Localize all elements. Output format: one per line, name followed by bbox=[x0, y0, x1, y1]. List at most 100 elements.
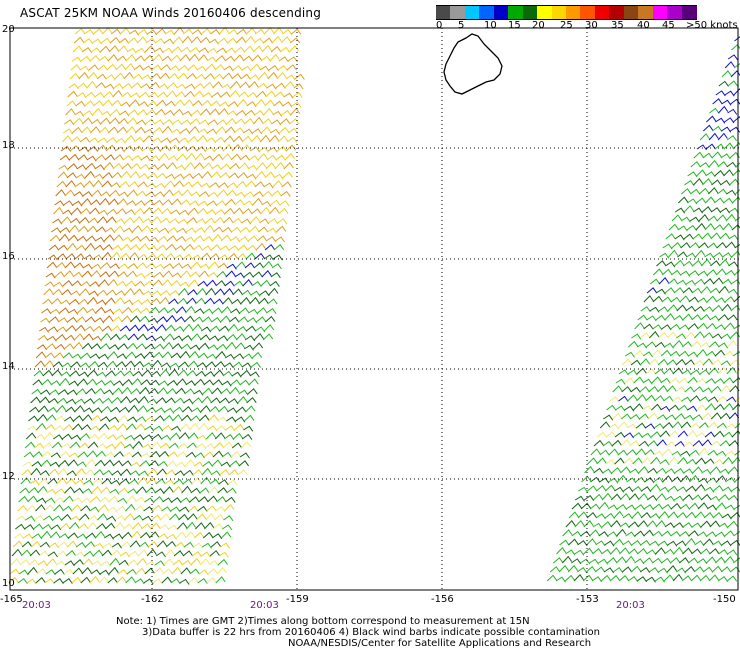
wind-barb bbox=[254, 181, 265, 188]
wind-barb bbox=[129, 29, 140, 36]
wind-barb bbox=[659, 459, 670, 466]
wind-barb bbox=[154, 38, 166, 45]
wind-barb bbox=[31, 388, 42, 395]
wind-barb bbox=[245, 27, 257, 35]
wind-barb bbox=[85, 316, 96, 323]
wind-barb bbox=[578, 486, 589, 493]
wind-barb bbox=[57, 468, 68, 476]
wind-barb bbox=[145, 335, 157, 342]
wind-barb bbox=[113, 225, 125, 233]
wind-barb bbox=[206, 353, 217, 360]
wind-barb bbox=[220, 531, 232, 539]
wind-barb bbox=[147, 245, 158, 252]
wind-barb bbox=[663, 574, 675, 582]
wind-barb bbox=[654, 395, 665, 402]
wind-barb bbox=[699, 187, 710, 195]
wind-barb bbox=[723, 142, 734, 150]
wind-barb bbox=[112, 316, 123, 323]
wind-barb bbox=[668, 430, 679, 438]
wind-barb bbox=[651, 376, 662, 384]
wind-barb bbox=[278, 126, 290, 134]
wind-barb bbox=[204, 521, 215, 530]
wind-barb bbox=[141, 146, 153, 153]
wind-barb bbox=[655, 288, 666, 295]
wind-barb bbox=[648, 567, 660, 574]
wind-barb bbox=[68, 308, 79, 315]
wind-barb bbox=[713, 484, 724, 492]
wind-barb bbox=[56, 180, 67, 188]
wind-barb bbox=[188, 350, 199, 359]
wind-barb bbox=[109, 488, 120, 495]
wind-barb bbox=[220, 388, 231, 395]
wind-barb bbox=[225, 47, 236, 54]
wind-barb bbox=[167, 533, 178, 540]
wind-barb bbox=[727, 54, 739, 61]
wind-barb bbox=[149, 155, 160, 162]
wind-barb bbox=[135, 567, 146, 575]
wind-barb bbox=[706, 115, 717, 123]
wind-barb bbox=[114, 370, 125, 377]
wind-barb bbox=[129, 244, 141, 251]
time-label-left: 20:03 bbox=[22, 600, 51, 611]
wind-barb bbox=[153, 343, 165, 350]
wind-barb bbox=[58, 233, 69, 242]
wind-barb bbox=[674, 259, 685, 267]
wind-barb bbox=[89, 353, 101, 360]
wind-barb bbox=[40, 530, 52, 539]
wind-barb bbox=[54, 200, 65, 207]
wind-barb bbox=[160, 513, 171, 521]
wind-barb bbox=[649, 540, 660, 547]
wind-barb bbox=[637, 493, 649, 501]
wind-barb bbox=[604, 540, 615, 547]
wind-barb bbox=[646, 549, 657, 556]
wind-barb bbox=[92, 107, 103, 116]
wind-barb bbox=[723, 402, 734, 411]
wind-barb bbox=[102, 243, 114, 251]
wind-barb bbox=[673, 315, 684, 321]
wind-barb bbox=[715, 556, 726, 564]
longitude-label-156: -156 bbox=[431, 594, 454, 605]
wind-barb bbox=[80, 281, 91, 287]
wind-barb bbox=[119, 181, 130, 188]
wind-barb bbox=[226, 37, 238, 44]
wind-barb bbox=[565, 520, 576, 528]
wind-barb bbox=[634, 322, 645, 330]
wind-barb bbox=[172, 559, 184, 566]
wind-barb bbox=[138, 243, 150, 251]
wind-barb bbox=[214, 216, 225, 224]
wind-barb bbox=[187, 513, 198, 521]
wind-barb bbox=[243, 344, 254, 351]
wind-barb bbox=[670, 502, 682, 510]
wind-barb bbox=[64, 261, 75, 269]
wind-barb bbox=[672, 339, 684, 348]
wind-barb bbox=[226, 263, 237, 270]
wind-barb bbox=[273, 100, 284, 107]
wind-barb bbox=[664, 287, 676, 294]
wind-barb bbox=[210, 244, 222, 251]
wind-barb bbox=[178, 65, 189, 71]
wind-barb bbox=[152, 53, 163, 62]
wind-barb bbox=[716, 241, 727, 249]
wind-barb bbox=[250, 290, 261, 297]
wind-barb bbox=[605, 484, 616, 492]
wind-barb bbox=[81, 270, 92, 278]
wind-barb bbox=[105, 297, 116, 305]
wind-barb bbox=[208, 414, 219, 422]
wind-barb bbox=[70, 136, 82, 143]
wind-barb bbox=[290, 28, 302, 35]
wind-barb bbox=[213, 369, 224, 377]
wind-barb bbox=[623, 432, 635, 439]
wind-barb bbox=[90, 47, 101, 54]
wind-barb bbox=[695, 483, 706, 492]
wind-barb bbox=[24, 441, 36, 449]
wind-barb bbox=[208, 560, 219, 567]
wind-barb bbox=[96, 144, 108, 152]
wind-barb bbox=[147, 172, 158, 179]
wind-barb bbox=[653, 476, 664, 483]
wind-barb bbox=[212, 153, 224, 161]
wind-barb bbox=[209, 478, 220, 485]
wind-barb bbox=[144, 343, 156, 350]
wind-barb bbox=[211, 164, 222, 171]
wind-barb bbox=[145, 191, 156, 197]
wind-barb bbox=[662, 243, 673, 250]
